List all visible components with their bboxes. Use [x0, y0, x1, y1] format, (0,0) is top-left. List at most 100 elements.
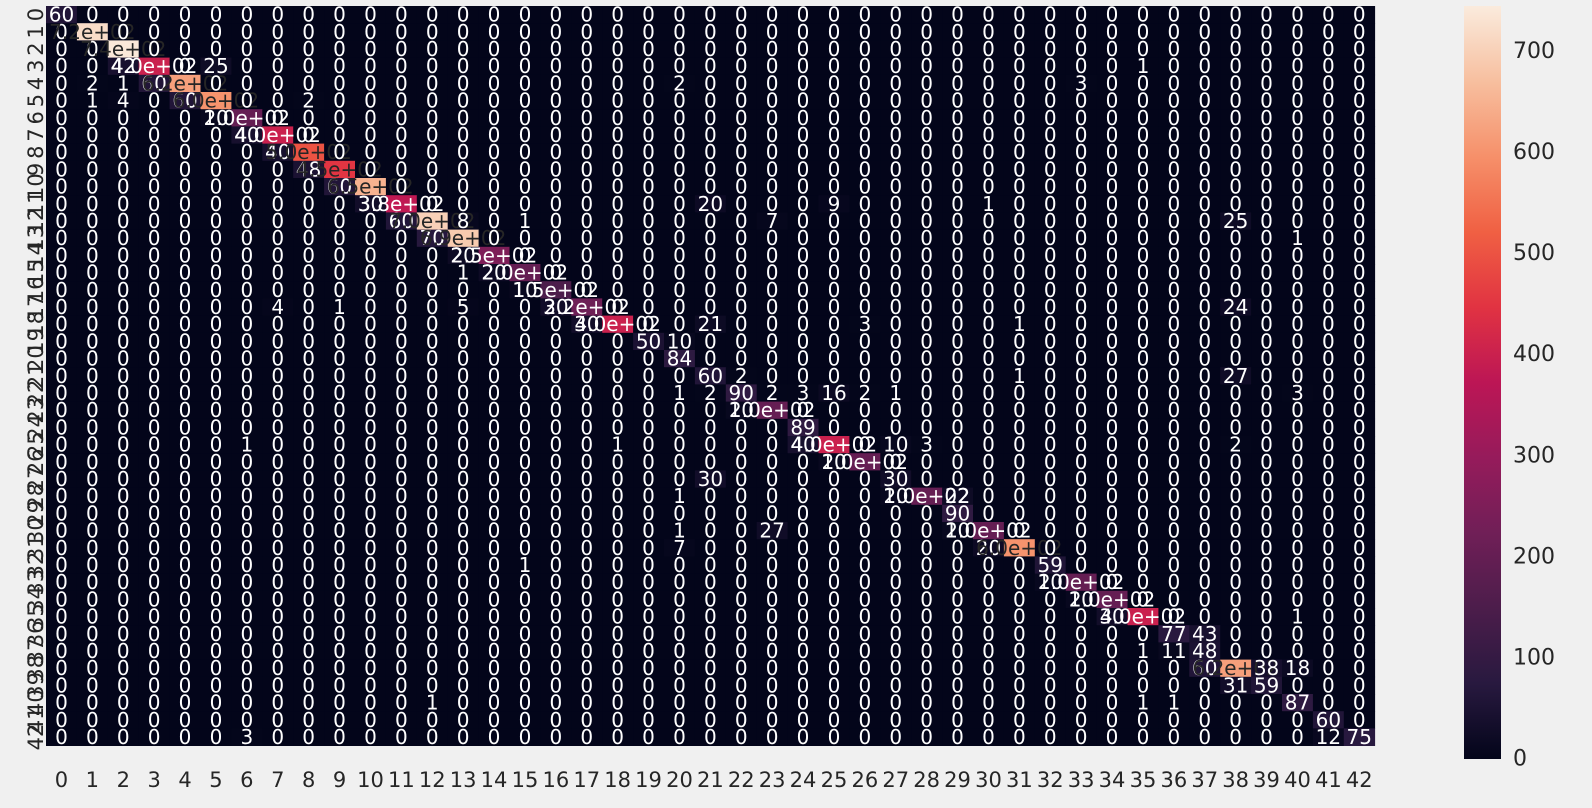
- heatmap-cell-1-8: [293, 23, 325, 41]
- heatmap-cell-3-24: [787, 57, 819, 76]
- heatmap-cell-11-39: [1251, 195, 1283, 213]
- heatmap-cell-1-35: [1127, 23, 1159, 41]
- heatmap-cell-15-18: [602, 264, 634, 282]
- heatmap-cell-2-40: [1282, 40, 1314, 58]
- heatmap-cell-17-12: [416, 298, 449, 316]
- heatmap-cell-10-2: [107, 178, 140, 196]
- heatmap-cell-6-12: [416, 109, 449, 127]
- heatmap-cell-1-23: [756, 23, 788, 41]
- heatmap-cell-17-10: [355, 298, 387, 316]
- cell-value-42-14: 0: [488, 725, 501, 749]
- heatmap-cell-0-3: [138, 6, 170, 24]
- heatmap-cell-5-0: [46, 92, 78, 110]
- heatmap-cell-16-32: [1034, 281, 1067, 299]
- heatmap-cell-15-25: [818, 264, 850, 282]
- cell-value-42-32: 0: [1044, 725, 1057, 749]
- heatmap-cell-4-22: [725, 74, 758, 93]
- heatmap-cell-11-18: [602, 195, 634, 213]
- heatmap-cell-7-17: [571, 126, 603, 144]
- heatmap-cell-13-20: [664, 229, 696, 248]
- heatmap-cell-0-20: [664, 6, 696, 24]
- heatmap-cell-2-24: [787, 40, 819, 58]
- heatmap-cell-4-6: [231, 74, 263, 93]
- heatmap-cell-4-12: [416, 74, 449, 93]
- cell-value-42-3: 0: [148, 725, 161, 749]
- heatmap-cell-6-1: [76, 109, 109, 127]
- heatmap-cell-14-4: [169, 246, 201, 265]
- heatmap-cell-12-29: [942, 212, 974, 230]
- heatmap-cell-10-38: [1220, 178, 1252, 196]
- heatmap-cell-15-17: [571, 264, 603, 282]
- heatmap-cell-13-27: [880, 229, 912, 248]
- heatmap-cell-16-22: [725, 281, 758, 299]
- heatmap-cell-4-11: [385, 74, 418, 93]
- heatmap-cell-4-23: [756, 74, 788, 93]
- heatmap-cell-5-3: [138, 92, 170, 110]
- heatmap-cell-15-34: [1096, 264, 1128, 282]
- heatmap-cell-6-27: [880, 109, 912, 127]
- heatmap-cell-2-42: [1343, 40, 1376, 58]
- heatmap-cell-7-30: [973, 126, 1005, 144]
- heatmap-cell-5-33: [1065, 92, 1097, 110]
- heatmap-cell-13-21: [694, 229, 727, 248]
- heatmap-cell-14-0: [46, 246, 78, 265]
- heatmap-cell-17-1: [76, 298, 109, 316]
- heatmap-cell-8-26: [849, 143, 881, 162]
- heatmap-cell-2-22: [725, 40, 758, 58]
- heatmap-cell-12-4: [169, 212, 201, 230]
- x-tick-label-6: 6: [240, 768, 253, 792]
- heatmap-cell-2-12: [416, 40, 449, 58]
- heatmap-cell-7-42: [1343, 126, 1376, 144]
- cell-value-42-42: 75: [1347, 725, 1372, 749]
- cell-value-42-23: 0: [766, 725, 779, 749]
- heatmap-cell-1-24: [787, 23, 819, 41]
- heatmap-cell-16-23: [756, 281, 788, 299]
- heatmap-cell-3-34: [1096, 57, 1128, 76]
- x-tick-label-22: 22: [728, 768, 755, 792]
- heatmap-cell-2-1: [76, 40, 109, 58]
- heatmap-cell-8-33: [1065, 143, 1097, 162]
- heatmap-cell-10-14: [478, 178, 510, 196]
- heatmap-cell-1-13: [447, 23, 479, 41]
- cell-value-42-20: 0: [673, 725, 686, 749]
- heatmap-cell-2-28: [911, 40, 943, 58]
- colorbar-tick-500: 500: [1513, 241, 1555, 266]
- y-tick-label-1: 1: [24, 25, 48, 38]
- heatmap-cell-10-21: [694, 178, 727, 196]
- heatmap-cell-13-36: [1158, 229, 1190, 248]
- heatmap-cell-16-27: [880, 281, 912, 299]
- x-tick-label-39: 39: [1253, 768, 1280, 792]
- heatmap-cell-10-8: [293, 178, 325, 196]
- heatmap-cell-8-23: [756, 143, 788, 162]
- heatmap-cell-2-6: [231, 40, 263, 58]
- heatmap-cell-5-21: [694, 92, 727, 110]
- heatmap-cell-6-11: [385, 109, 418, 127]
- heatmap-cell-3-25: [818, 57, 850, 76]
- heatmap-cell-12-6: [231, 212, 263, 230]
- heatmap-cell-16-11: [385, 281, 418, 299]
- heatmap-cell-2-32: [1034, 40, 1067, 58]
- heatmap-cell-1-26: [849, 23, 881, 41]
- heatmap-cell-11-3: [138, 195, 170, 213]
- heatmap-cell-12-38: [1220, 212, 1252, 230]
- heatmap-cell-3-13: [447, 57, 479, 76]
- heatmap-cell-2-14: [478, 40, 510, 58]
- heatmap-cell-13-12: [416, 229, 449, 248]
- heatmap-cell-6-34: [1096, 109, 1128, 127]
- heatmap-cell-12-0: [46, 212, 78, 230]
- heatmap-cell-3-32: [1034, 57, 1067, 76]
- x-tick-label-25: 25: [821, 768, 848, 792]
- heatmap-cell-0-28: [911, 6, 943, 24]
- heatmap-cell-10-13: [447, 178, 479, 196]
- heatmap-cell-1-10: [355, 23, 387, 41]
- heatmap-cell-5-9: [324, 92, 356, 110]
- heatmap-cell-3-31: [1003, 57, 1036, 76]
- heatmap-cell-11-30: [973, 195, 1005, 213]
- heatmap-cell-0-5: [200, 6, 232, 24]
- heatmap-cell-8-17: [571, 143, 603, 162]
- heatmap-cell-15-8: [293, 264, 325, 282]
- heatmap-cell-6-29: [942, 109, 974, 127]
- heatmap-cell-5-8: [293, 92, 325, 110]
- heatmap-cell-10-32: [1034, 178, 1067, 196]
- heatmap-cell-9-30: [973, 160, 1005, 179]
